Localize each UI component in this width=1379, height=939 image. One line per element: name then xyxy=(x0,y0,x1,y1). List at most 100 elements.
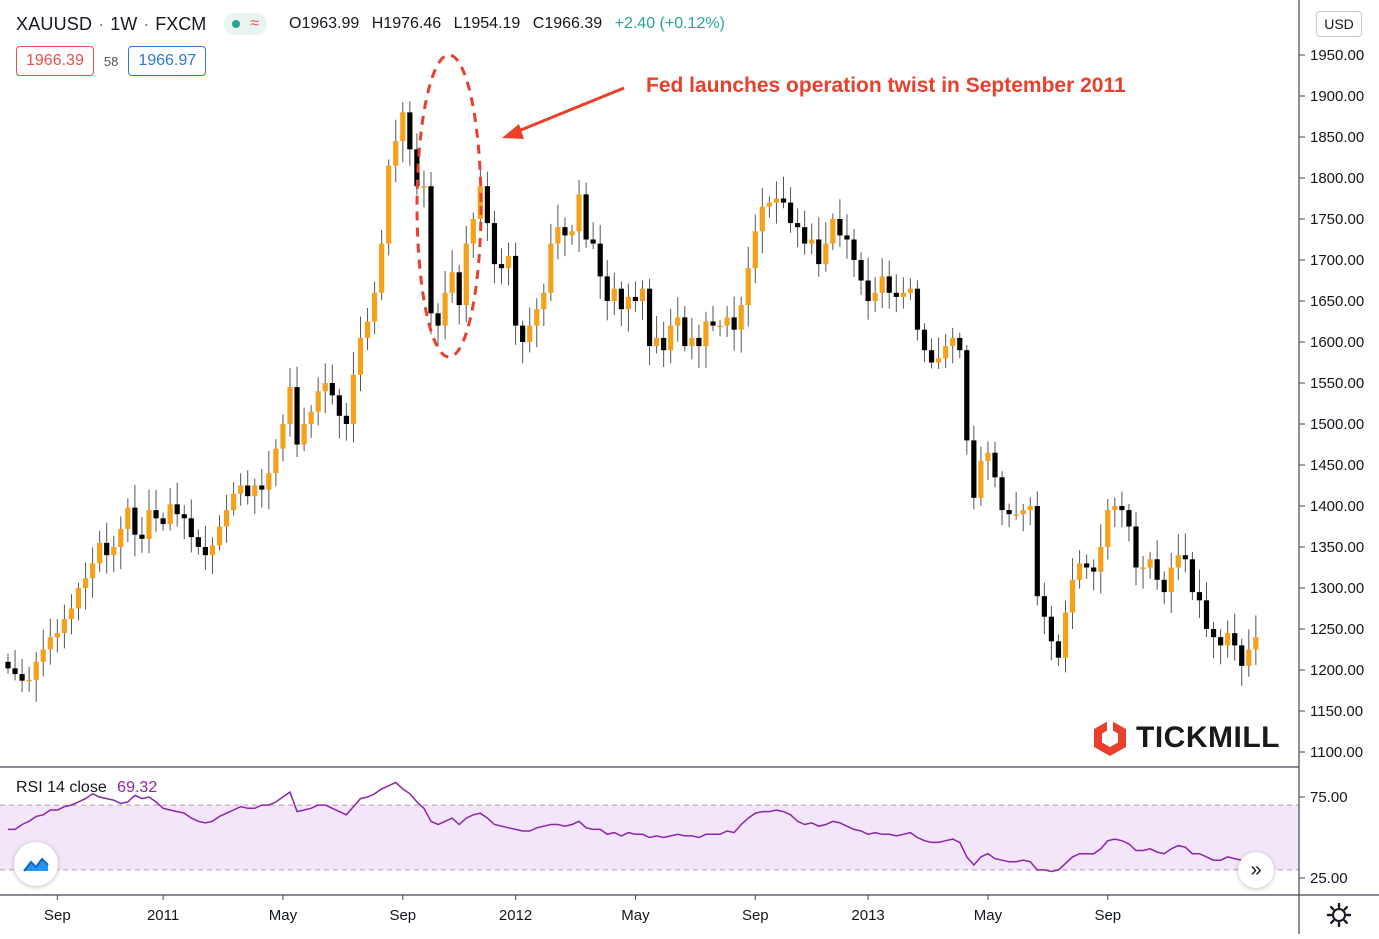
candle-body xyxy=(1210,629,1217,638)
candle-body xyxy=(738,305,744,330)
candle-body xyxy=(611,288,617,301)
candle xyxy=(625,283,631,332)
sell-price-box[interactable]: 1966.39 xyxy=(16,46,94,76)
candle-body xyxy=(1189,559,1195,593)
candle-body xyxy=(534,309,540,326)
candle-body xyxy=(372,292,378,322)
candle-body xyxy=(125,507,131,529)
candle-body xyxy=(787,202,794,224)
candle xyxy=(696,324,702,368)
candle xyxy=(710,305,716,331)
candle-body xyxy=(766,202,772,207)
candle xyxy=(590,222,596,250)
time-axis[interactable]: Sep 2011 May Sep 2012 May Sep 2013 May Sep xyxy=(44,895,1121,924)
candle xyxy=(745,246,751,327)
gear-icon[interactable] xyxy=(1326,902,1352,928)
candle-body xyxy=(1203,600,1210,629)
price-tick-label: 1250.00 xyxy=(1310,621,1364,638)
price-tick-label: 1550.00 xyxy=(1310,375,1364,392)
candle xyxy=(400,102,406,163)
candle xyxy=(1084,554,1090,579)
candle xyxy=(195,529,201,555)
symbol-name[interactable]: XAUUSD xyxy=(16,13,93,34)
candle-body xyxy=(407,112,413,150)
candle xyxy=(809,223,815,255)
candle xyxy=(329,364,335,405)
currency-badge[interactable]: USD xyxy=(1316,11,1362,37)
tradingview-logo-icon xyxy=(23,857,49,872)
candle xyxy=(682,306,688,352)
candle-body xyxy=(421,186,427,188)
candle-body xyxy=(604,276,610,301)
candle-body xyxy=(1182,555,1188,560)
candle-body xyxy=(886,276,892,293)
annotation-arrow-shaft xyxy=(515,86,625,134)
price-tick-label: 1700.00 xyxy=(1310,252,1364,269)
candle-body xyxy=(936,358,942,363)
candle-body xyxy=(1161,579,1167,593)
candle xyxy=(350,352,357,443)
candle xyxy=(12,650,18,681)
market-status-pill[interactable]: ≈ xyxy=(224,13,267,35)
candle xyxy=(802,210,808,255)
price-tick-label: 1600.00 xyxy=(1310,334,1364,351)
candle xyxy=(1027,497,1033,526)
annotation-arrow-head xyxy=(502,124,524,139)
candle-body xyxy=(12,668,18,675)
buy-price-box[interactable]: 1966.97 xyxy=(128,46,207,76)
candle xyxy=(1034,491,1040,606)
candle-body xyxy=(689,337,695,347)
candle-body xyxy=(231,493,237,511)
candle xyxy=(1091,559,1097,591)
scroll-right-button[interactable]: » xyxy=(1238,852,1274,888)
price-axis[interactable]: 1100.00 1150.00 1200.00 1250.00 1300.00 1350.… xyxy=(1299,47,1364,761)
candle xyxy=(639,280,646,320)
candle xyxy=(174,482,180,527)
scroll-right-icon: » xyxy=(1250,858,1262,881)
time-tick-label: 2013 xyxy=(851,907,884,924)
tradingview-logo-button[interactable] xyxy=(14,842,58,886)
candle xyxy=(146,489,152,554)
candle-body xyxy=(837,219,843,236)
candle xyxy=(534,298,540,348)
close-value: C1966.39 xyxy=(532,15,603,32)
candle xyxy=(562,217,568,257)
candle-body xyxy=(19,674,25,681)
price-tick-label: 1450.00 xyxy=(1310,457,1364,474)
candle-body xyxy=(851,239,857,260)
candle xyxy=(795,208,801,248)
rsi-axis[interactable]: 25.00 75.00 xyxy=(1299,789,1348,887)
price-tick-label: 1400.00 xyxy=(1310,498,1364,515)
bid-ask-boxes: 1966.39 58 1966.97 xyxy=(16,46,207,76)
candle-body xyxy=(393,141,399,166)
candle-body xyxy=(943,346,949,359)
wave-icon: ≈ xyxy=(250,15,259,32)
candle-body xyxy=(1091,567,1097,572)
candle-body xyxy=(1105,510,1111,547)
chart-header: XAUUSD · 1W · FXCM ≈ O1963.99 H1976.46 L… xyxy=(16,12,733,36)
candle xyxy=(26,666,32,692)
candle xyxy=(569,224,575,245)
price-tick-label: 1100.00 xyxy=(1310,744,1363,761)
candle xyxy=(1020,504,1026,532)
candle-body xyxy=(809,239,815,244)
candle-body xyxy=(1077,563,1083,580)
candle xyxy=(118,516,124,570)
candle xyxy=(971,425,977,510)
candle xyxy=(435,303,441,347)
candle-body xyxy=(357,337,364,375)
time-tick-label: Sep xyxy=(44,907,71,924)
candle xyxy=(1196,569,1203,618)
candle xyxy=(513,242,519,345)
header-separator: · xyxy=(143,13,150,34)
candle xyxy=(766,196,772,218)
candle-body xyxy=(315,391,321,412)
candle xyxy=(675,297,681,342)
interval-label[interactable]: 1W xyxy=(110,13,138,34)
time-tick-label: May xyxy=(974,907,1003,924)
candle-body xyxy=(590,239,596,244)
candle xyxy=(33,651,39,702)
candle xyxy=(19,658,25,693)
candle-body xyxy=(1055,641,1062,658)
